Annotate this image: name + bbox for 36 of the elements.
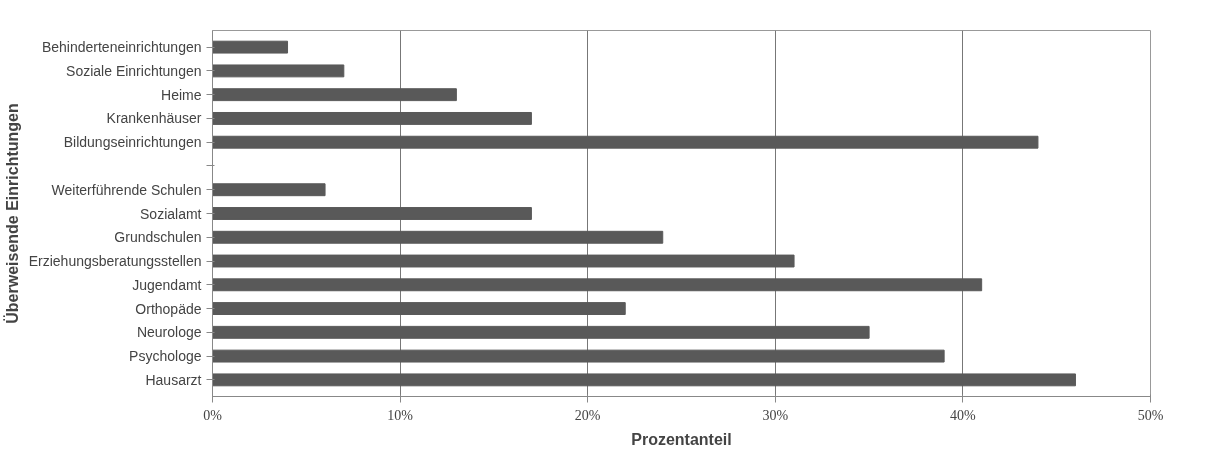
x-tick-label: 40% — [950, 407, 977, 423]
bar — [212, 325, 870, 339]
x-axis-title: Prozentanteil — [631, 430, 732, 448]
y-tick-label: Sozialamt — [140, 205, 202, 222]
x-tick-label: 50% — [1137, 407, 1164, 423]
x-tick-label: 10% — [387, 407, 414, 423]
bar — [212, 64, 345, 78]
y-tick-label: Behinderteneinrichtungen — [41, 39, 202, 56]
y-tick-label: Neurologe — [136, 324, 202, 341]
bar — [212, 40, 289, 54]
bar — [212, 302, 626, 316]
x-tick-label: 20% — [574, 407, 601, 423]
y-tick-label: Hausarzt — [145, 371, 202, 388]
y-tick-label: Grundschulen — [114, 229, 202, 246]
y-tick-label: Bildungseinrichtungen — [63, 134, 202, 151]
x-tick-label: 0% — [203, 407, 223, 423]
y-tick-label: Weiterführende Schulen — [51, 181, 202, 198]
y-tick-label: Soziale Einrichtungen — [66, 62, 202, 79]
bar — [212, 373, 1076, 387]
y-tick-label: Jugendamt — [132, 276, 202, 293]
x-tick-label: 30% — [762, 407, 789, 423]
y-axis-title: Überweisende Einrichtungen — [2, 103, 21, 324]
bar — [212, 278, 983, 292]
y-tick-label: Krankenhäuser — [106, 110, 202, 127]
y-tick-label: Erziehungsberatungsstellen — [28, 253, 202, 270]
bar — [212, 254, 795, 268]
y-tick-label: Psychologe — [129, 348, 202, 365]
y-tick-label: Orthopäde — [135, 300, 202, 317]
y-tick-label: Heime — [161, 86, 202, 103]
bar — [212, 207, 532, 220]
bar — [212, 349, 945, 363]
bar — [212, 135, 1039, 149]
bar — [212, 230, 664, 244]
bar — [212, 183, 326, 197]
bar — [212, 88, 457, 102]
bar — [212, 111, 532, 125]
